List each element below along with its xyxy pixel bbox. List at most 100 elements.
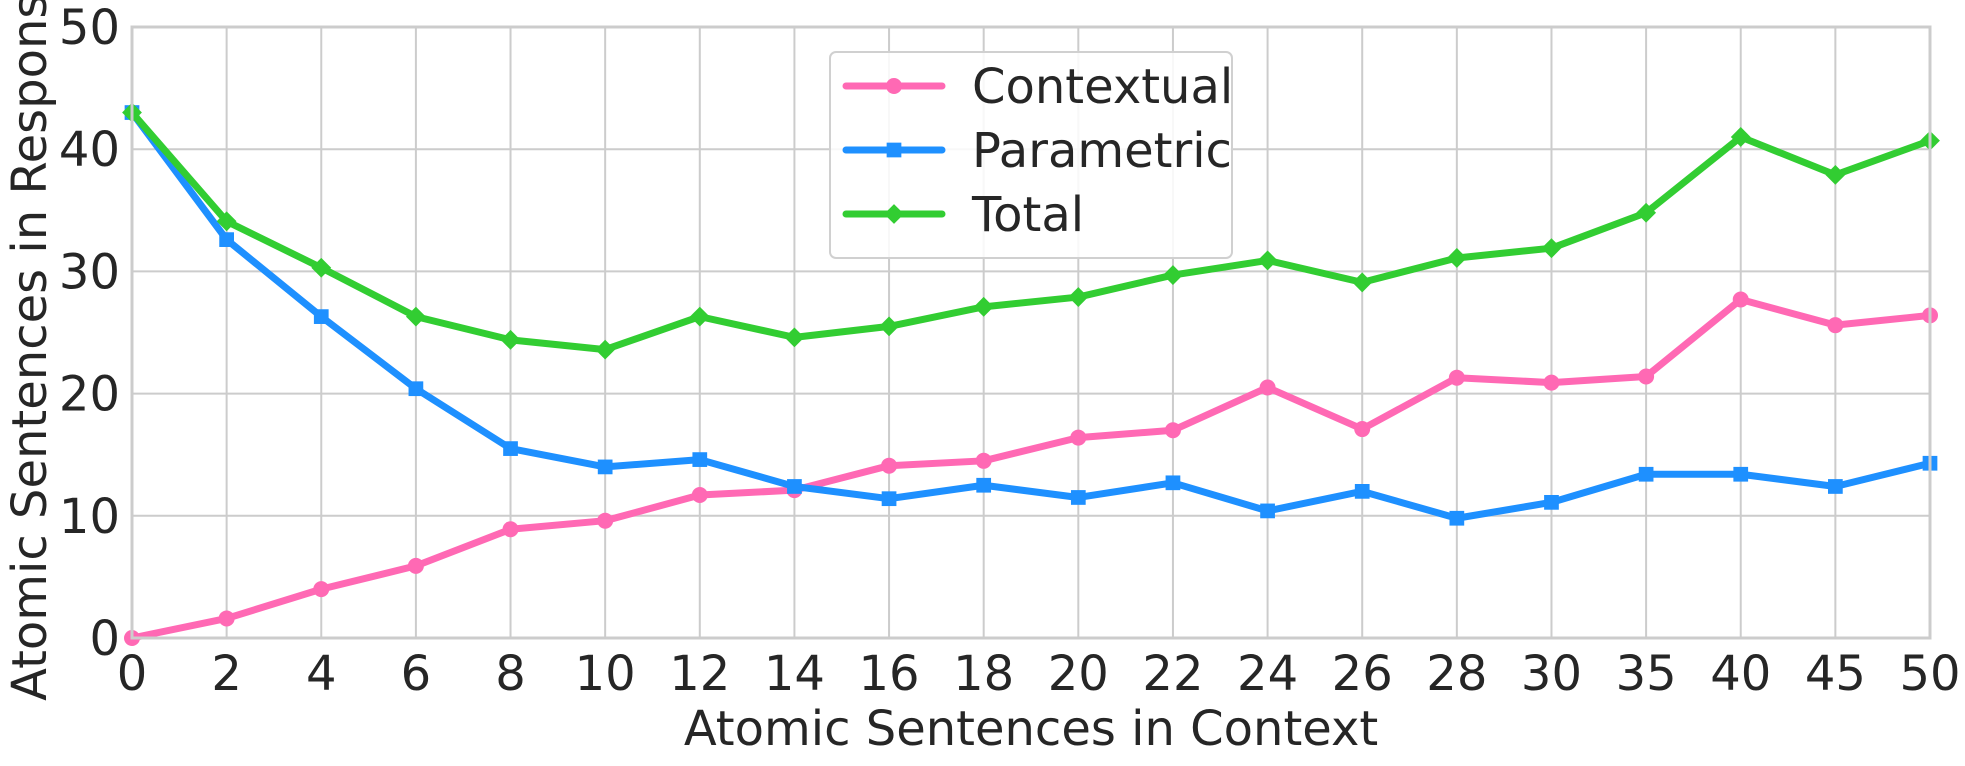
y-axis-label: Atomic Sentences in Response xyxy=(2,0,58,701)
plot-frame xyxy=(130,25,1932,640)
data-point-contextual xyxy=(691,487,708,504)
x-tick-label: 10 xyxy=(575,646,636,702)
data-point-parametric xyxy=(787,479,802,494)
x-tick-label: 14 xyxy=(764,646,825,702)
x-tick-label: 30 xyxy=(1521,646,1582,702)
legend-item-total: Total xyxy=(842,187,1084,243)
x-tick-label: 26 xyxy=(1332,646,1393,702)
data-point-parametric xyxy=(313,309,329,324)
data-point-parametric xyxy=(503,441,518,456)
y-tick-label: 0 xyxy=(89,611,120,667)
data-point-contextual xyxy=(502,521,519,538)
data-point-parametric xyxy=(408,381,424,397)
x-axis-label: Atomic Sentences in Context xyxy=(684,701,1378,757)
data-point-parametric xyxy=(692,452,708,467)
x-tick-label: 6 xyxy=(401,646,432,702)
data-point-parametric xyxy=(1828,479,1843,494)
data-point-parametric xyxy=(1449,510,1465,526)
x-tick-label: 24 xyxy=(1237,646,1298,702)
data-point-total xyxy=(1446,248,1467,268)
data-point-contextual xyxy=(218,610,235,627)
data-point-parametric xyxy=(1260,503,1275,519)
data-point-total xyxy=(1163,265,1183,285)
data-point-contextual xyxy=(1448,369,1465,386)
x-tick-label: 0 xyxy=(117,646,148,702)
legend-label-contextual: Contextual xyxy=(972,59,1233,115)
data-point-parametric xyxy=(219,232,234,247)
y-tick-labels: 0 10 20 30 40 50 xyxy=(59,0,120,667)
data-point-contextual xyxy=(1070,429,1087,446)
x-tick-label: 4 xyxy=(306,646,337,702)
x-tick-label: 28 xyxy=(1426,646,1487,702)
data-point-contextual xyxy=(975,452,992,469)
data-point-total xyxy=(311,257,332,278)
data-point-total xyxy=(1541,238,1562,259)
data-point-total xyxy=(973,296,994,317)
data-point-parametric xyxy=(597,459,613,475)
data-point-parametric xyxy=(1638,466,1654,482)
x-tick-labels: 0 2 4 6 8 10 12 14 16 18 20 22 24 26 28 30 35 40 45 50 xyxy=(117,646,1961,702)
data-point-contextual xyxy=(1354,421,1371,438)
data-point-total xyxy=(1730,127,1751,147)
data-point-parametric xyxy=(1354,484,1370,499)
x-tick-label: 20 xyxy=(1048,646,1109,702)
x-tick-label: 35 xyxy=(1616,646,1677,702)
data-point-contextual xyxy=(1164,422,1181,439)
x-tick-label: 12 xyxy=(669,646,730,702)
data-point-contextual xyxy=(1638,368,1655,385)
data-point-parametric xyxy=(1070,490,1086,505)
data-point-total xyxy=(1352,272,1373,293)
data-point-contextual xyxy=(597,512,614,529)
series-line-total xyxy=(128,109,1934,354)
legend-item-parametric: Parametric xyxy=(842,123,1232,179)
data-point-total xyxy=(216,211,237,232)
data-point-contextual xyxy=(1259,379,1276,396)
x-tick-label: 2 xyxy=(211,646,242,702)
series-total xyxy=(122,102,1940,360)
series-line-parametric xyxy=(128,109,1934,522)
data-point-parametric xyxy=(976,477,992,493)
legend-marker-contextual xyxy=(886,78,902,94)
series-layer xyxy=(122,102,1940,646)
x-tick-label: 8 xyxy=(495,646,526,702)
series-parametric xyxy=(124,105,1938,526)
legend: Contextual Parametric Total xyxy=(829,51,1233,259)
x-tick-label: 50 xyxy=(1899,646,1960,702)
data-point-contextual xyxy=(1543,374,1560,391)
data-point-total xyxy=(689,306,710,327)
data-point-total xyxy=(879,316,899,337)
x-tick-label: 18 xyxy=(953,646,1014,702)
data-point-parametric xyxy=(881,491,897,507)
legend-marker-total xyxy=(884,204,904,224)
legend-label-parametric: Parametric xyxy=(972,123,1232,179)
y-tick-label: 30 xyxy=(59,244,120,300)
data-point-total xyxy=(784,327,805,348)
data-point-total xyxy=(500,329,521,350)
data-point-contextual xyxy=(313,581,330,598)
legend-marker-parametric xyxy=(886,142,902,158)
data-point-parametric xyxy=(1544,494,1559,510)
y-tick-label: 50 xyxy=(59,0,120,56)
data-point-total xyxy=(405,306,426,327)
data-point-contextual xyxy=(1827,317,1844,334)
data-point-contextual xyxy=(1732,291,1749,308)
data-point-total xyxy=(1068,287,1089,307)
data-point-contextual xyxy=(407,557,424,574)
x-tick-label: 40 xyxy=(1710,646,1771,702)
y-tick-label: 40 xyxy=(59,122,120,178)
x-tick-label: 22 xyxy=(1142,646,1203,702)
y-tick-label: 10 xyxy=(59,489,120,545)
series-contextual xyxy=(124,291,1938,646)
legend-item-contextual: Contextual xyxy=(842,59,1233,115)
data-point-total xyxy=(1257,250,1278,271)
x-tick-label: 16 xyxy=(859,646,920,702)
data-point-parametric xyxy=(1165,475,1181,491)
data-point-total xyxy=(1636,202,1657,223)
y-tick-label: 20 xyxy=(59,367,120,423)
data-point-total xyxy=(1825,164,1846,185)
data-point-total xyxy=(595,339,616,360)
x-tick-label: 45 xyxy=(1805,646,1866,702)
data-point-contextual xyxy=(881,457,898,474)
legend-box xyxy=(829,51,1233,259)
